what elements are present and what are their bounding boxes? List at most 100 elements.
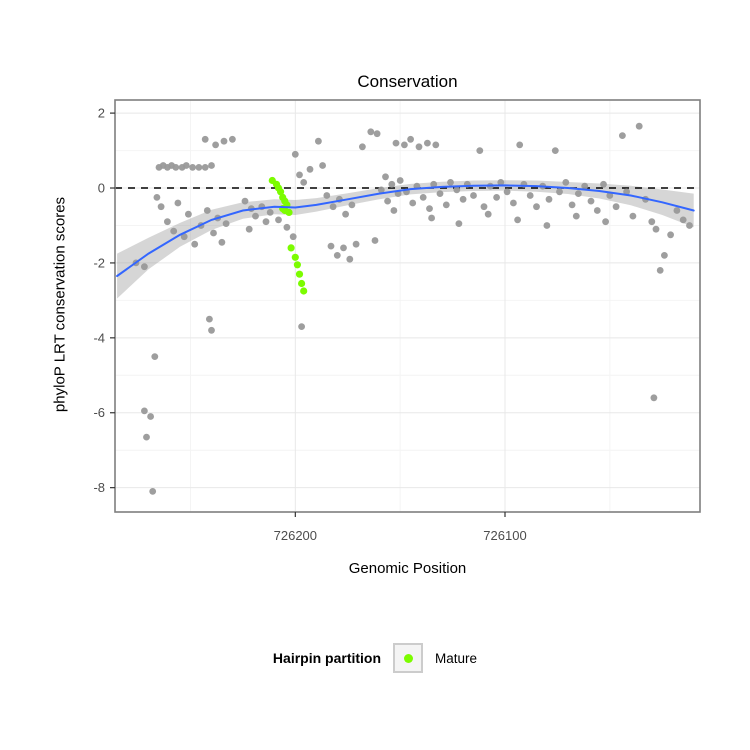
scatter-point bbox=[306, 165, 314, 173]
scatter-point bbox=[493, 194, 500, 201]
scatter-point bbox=[656, 267, 664, 274]
scatter-point bbox=[650, 394, 658, 402]
scatter-point bbox=[602, 218, 609, 226]
scatter-point bbox=[291, 150, 299, 158]
scatter-point bbox=[545, 195, 553, 203]
scatter-point bbox=[289, 233, 297, 241]
legend-item-label: Mature bbox=[435, 650, 478, 666]
scatter-point bbox=[556, 188, 563, 196]
scatter-point bbox=[252, 212, 259, 220]
scatter-point bbox=[229, 135, 236, 143]
scatter-point bbox=[201, 135, 209, 143]
scatter-point bbox=[164, 218, 171, 226]
scatter-point bbox=[262, 218, 270, 226]
mature-point bbox=[287, 244, 295, 252]
scatter-point bbox=[367, 128, 375, 136]
scatter-point bbox=[340, 244, 347, 252]
scatter-point bbox=[180, 233, 188, 241]
scatter-point bbox=[203, 207, 211, 214]
scatter-point bbox=[327, 242, 335, 250]
chart-title: Conservation bbox=[357, 72, 458, 91]
y-tick-label: 0 bbox=[98, 181, 105, 196]
scatter-point bbox=[201, 164, 209, 171]
scatter-point bbox=[396, 177, 404, 184]
scatter-point bbox=[572, 212, 580, 220]
scatter-point bbox=[153, 194, 161, 201]
scatter-point bbox=[149, 488, 157, 495]
scatter-point bbox=[182, 162, 190, 169]
scatter-point bbox=[143, 433, 150, 441]
scatter-point bbox=[686, 222, 693, 229]
y-tick-label: -4 bbox=[93, 330, 105, 345]
scatter-point bbox=[526, 192, 534, 199]
mature-point bbox=[285, 208, 293, 216]
scatter-point bbox=[191, 240, 199, 248]
scatter-point bbox=[652, 225, 660, 233]
scatter-point bbox=[409, 199, 417, 207]
scatter-point bbox=[581, 182, 589, 190]
mature-point bbox=[291, 253, 299, 261]
scatter-point bbox=[415, 143, 423, 151]
scatter-point bbox=[218, 238, 226, 246]
scatter-point bbox=[342, 210, 349, 218]
scatter-point bbox=[568, 201, 576, 209]
scatter-point bbox=[151, 353, 159, 360]
scatter-point bbox=[195, 164, 203, 171]
scatter-point bbox=[220, 137, 228, 145]
scatter-point bbox=[510, 199, 517, 207]
scatter-point bbox=[436, 190, 444, 198]
scatter-point bbox=[275, 216, 282, 224]
scatter-point bbox=[212, 141, 220, 149]
scatter-point bbox=[426, 205, 433, 213]
scatter-point bbox=[392, 139, 400, 147]
scatter-point bbox=[543, 222, 551, 229]
scatter-point bbox=[619, 132, 626, 140]
scatter-point bbox=[390, 207, 398, 214]
scatter-point bbox=[623, 188, 630, 196]
scatter-point bbox=[401, 141, 408, 149]
mature-point-icon bbox=[403, 653, 413, 663]
scatter-point bbox=[419, 194, 427, 201]
y-tick-label: 2 bbox=[98, 106, 105, 121]
scatter-point bbox=[606, 192, 614, 199]
scatter-point bbox=[141, 263, 148, 271]
scatter-point bbox=[208, 326, 215, 334]
scatter-point bbox=[377, 186, 385, 194]
scatter-point bbox=[551, 147, 559, 155]
scatter-point bbox=[333, 252, 341, 259]
scatter-point bbox=[430, 180, 438, 188]
scatter-point bbox=[484, 210, 492, 218]
scatter-point bbox=[298, 323, 305, 330]
legend: Hairpin partition Mature bbox=[0, 638, 750, 678]
scatter-point bbox=[222, 220, 230, 228]
scatter-point bbox=[172, 164, 180, 171]
scatter-point bbox=[346, 255, 354, 263]
scatter-point bbox=[147, 413, 155, 420]
x-tick-label: 726100 bbox=[483, 528, 526, 543]
scatter-point bbox=[424, 139, 431, 147]
scatter-point bbox=[371, 237, 379, 244]
scatter-point bbox=[407, 135, 414, 143]
scatter-point bbox=[384, 197, 391, 205]
scatter-point bbox=[373, 130, 381, 138]
legend-key bbox=[393, 643, 424, 673]
mature-point bbox=[277, 188, 285, 196]
scatter-point bbox=[497, 179, 505, 186]
scatter-point bbox=[600, 180, 607, 188]
scatter-point bbox=[562, 179, 570, 186]
scatter-point bbox=[388, 180, 396, 188]
scatter-point bbox=[241, 197, 249, 205]
scatter-point bbox=[382, 173, 389, 181]
y-tick-label: -6 bbox=[93, 405, 105, 420]
scatter-point bbox=[208, 162, 215, 169]
mature-point bbox=[295, 270, 304, 278]
scatter-point bbox=[503, 188, 511, 196]
scatter-point bbox=[300, 179, 308, 186]
scatter-point bbox=[514, 216, 521, 224]
scatter-point bbox=[476, 147, 484, 155]
y-tick-label: -2 bbox=[93, 255, 105, 270]
scatter-point bbox=[352, 240, 360, 248]
y-axis-label: phyloP LRT conservation scores bbox=[51, 196, 69, 413]
